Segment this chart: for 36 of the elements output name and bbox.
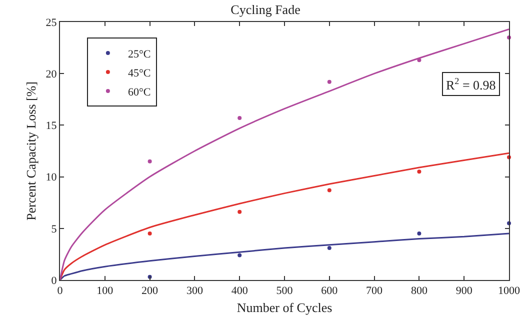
point — [238, 210, 242, 214]
point — [327, 188, 332, 192]
line-series — [60, 232, 509, 280]
point — [238, 253, 242, 258]
x-tick-label: 100 — [96, 285, 114, 298]
point — [238, 116, 242, 120]
chart-title: Cycling Fade — [230, 2, 301, 18]
legend-label: 45°C — [128, 67, 151, 80]
y-tick-label: 20 — [46, 68, 58, 80]
point — [417, 232, 422, 236]
x-tick-label: 300 — [186, 285, 204, 298]
point — [148, 232, 152, 236]
x-tick-label: 600 — [321, 285, 338, 298]
y-tick-label: 25 — [46, 16, 58, 29]
point — [417, 170, 422, 174]
y-axis-title: Percent Capacity Loss [%] — [24, 82, 39, 220]
y-tick-label: 5 — [51, 223, 58, 236]
point — [327, 80, 332, 84]
point — [148, 159, 152, 164]
y-tick-label: 10 — [46, 172, 58, 184]
x-tick-label: 1000 — [498, 285, 520, 298]
x-tick-label: 200 — [142, 285, 159, 298]
x-tick-label: 700 — [366, 285, 384, 298]
x-tick-label: 400 — [231, 285, 248, 298]
line-series — [60, 152, 509, 280]
legend-label: 25°C — [128, 48, 151, 60]
legend-label: 60°C — [128, 86, 151, 98]
y-tick-label: 0 — [51, 274, 58, 287]
x-tick-label: 900 — [456, 285, 473, 298]
x-tick-label: 500 — [276, 285, 294, 298]
x-tick-label: 800 — [410, 285, 428, 298]
line-series — [60, 28, 509, 280]
x-axis-title: Number of Cycles — [236, 300, 332, 315]
annotation: R$^{2}$ = 0.98 — [446, 76, 496, 92]
point — [327, 246, 332, 250]
y-tick-label: 15 — [46, 120, 58, 132]
